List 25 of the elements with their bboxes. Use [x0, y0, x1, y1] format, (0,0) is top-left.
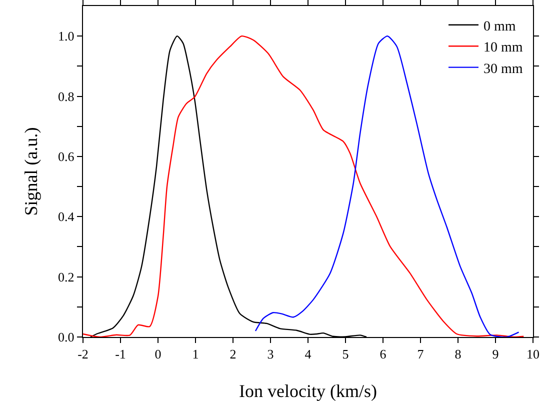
x-tick-label: 7: [417, 346, 424, 362]
line-series: [83, 35, 524, 337]
x-tick-label: -2: [78, 346, 88, 362]
y-tick-label: 0.8: [58, 88, 74, 104]
x-axis-title: Ion velocity (km/s): [239, 381, 377, 401]
x-tick-label: 10: [526, 346, 540, 362]
legend-label: 10 mm: [484, 40, 523, 56]
x-tick-label: 2: [230, 346, 236, 362]
x-tick-label: 1: [192, 346, 199, 362]
y-tick-label: 0.2: [58, 269, 74, 284]
y-tick-label: 1.0: [58, 28, 74, 44]
x-tick-label: 6: [380, 346, 387, 362]
x-tick-label: 4: [304, 346, 312, 362]
x-tick-label: 8: [454, 346, 462, 362]
legend-label: 0 mm: [484, 19, 516, 34]
y-tick-label: 0.0: [58, 330, 74, 345]
x-tick-label: 0: [154, 346, 162, 362]
x-tick-label: 5: [342, 346, 349, 362]
y-tick-label: 0.6: [58, 149, 75, 164]
x-tick-label: 3: [267, 346, 274, 362]
x-tick-label: -1: [115, 346, 126, 362]
y-tick-label: 0.4: [58, 209, 75, 224]
y-axis-title: Signal (a.u.): [20, 127, 41, 216]
x-tick-label: 9: [492, 346, 499, 362]
legend-label: 30 mm: [484, 62, 523, 77]
